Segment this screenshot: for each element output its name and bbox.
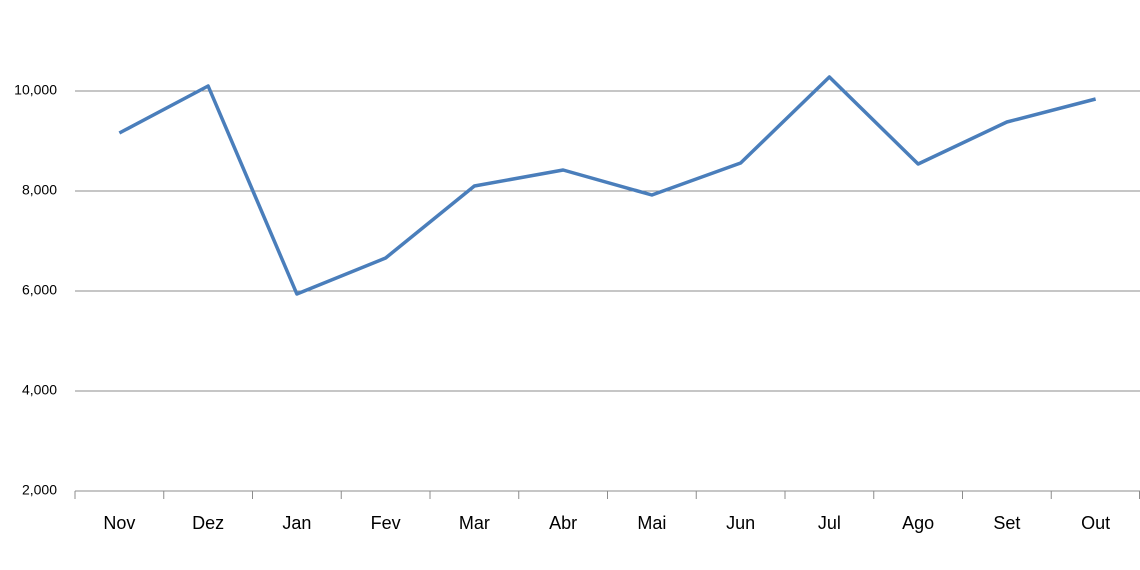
x-tick-label: Out bbox=[1081, 513, 1110, 533]
x-tick-label: Mar bbox=[459, 513, 490, 533]
y-tick-label: 10,000 bbox=[14, 82, 57, 98]
y-tick-label: 6,000 bbox=[22, 282, 57, 298]
x-tick-label: Ago bbox=[902, 513, 934, 533]
x-tick-label: Abr bbox=[549, 513, 577, 533]
x-tick-label: Fev bbox=[371, 513, 401, 533]
x-tick-label: Set bbox=[993, 513, 1020, 533]
series-line bbox=[118, 75, 1097, 296]
x-tick-label: Nov bbox=[103, 513, 135, 533]
y-tick-label: 2,000 bbox=[22, 482, 57, 498]
x-tick-label: Dez bbox=[192, 513, 224, 533]
x-tick-label: Jan bbox=[282, 513, 311, 533]
y-tick-label: 4,000 bbox=[22, 382, 57, 398]
x-tick-label: Jul bbox=[818, 513, 841, 533]
x-tick-label: Jun bbox=[726, 513, 755, 533]
y-tick-label: 8,000 bbox=[22, 182, 57, 198]
x-tick-label: Mai bbox=[637, 513, 666, 533]
